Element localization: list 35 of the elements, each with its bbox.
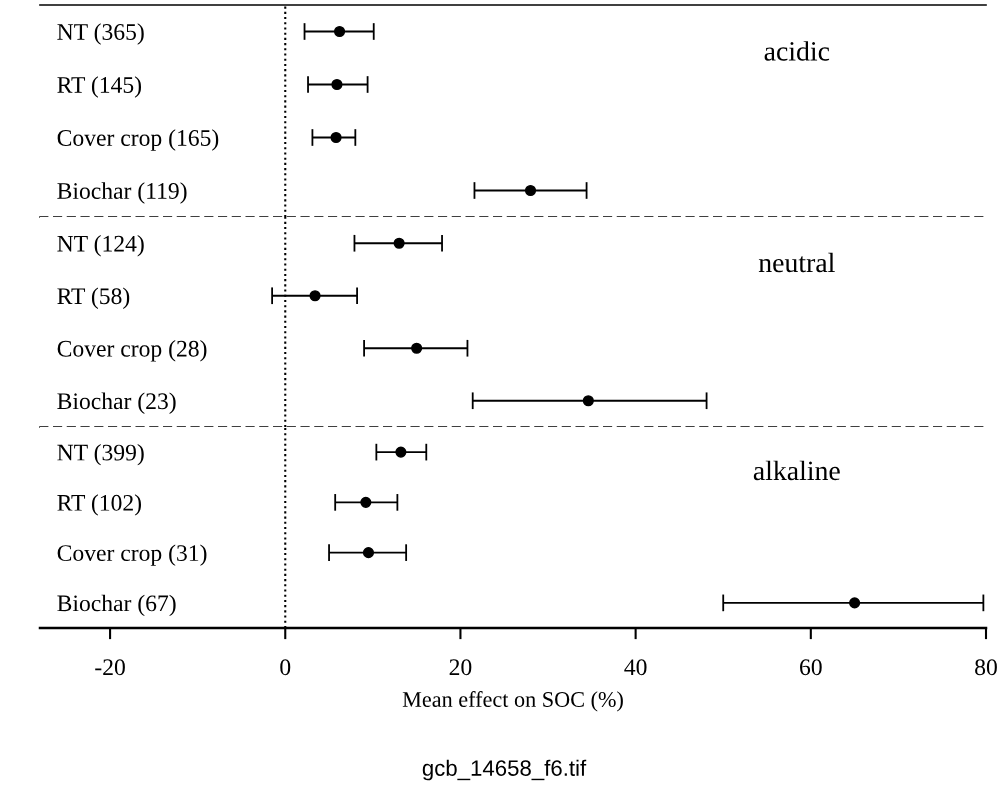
annotation: neutral [758, 252, 835, 273]
point [582, 395, 594, 407]
y-tick-label: NT (365) [57, 23, 144, 45]
y-tick-label: NT (399) [57, 443, 144, 466]
point [849, 597, 861, 609]
x-axis-title: Mean effect on SOC (%) [402, 691, 623, 712]
point [334, 25, 346, 38]
point [393, 237, 405, 249]
point [524, 184, 537, 197]
point [331, 78, 343, 91]
point [411, 342, 423, 354]
point [330, 131, 342, 144]
x-tick-label: 40 [624, 659, 647, 676]
y-tick-label: RT (145) [57, 76, 142, 98]
point [360, 496, 372, 508]
text: gcb_14658_f6.tif [422, 759, 587, 781]
y-tick-label: Biochar (119) [57, 182, 187, 204]
y-tick-label: RT (58) [57, 287, 130, 309]
y-tick-label: Cover crop (28) [57, 340, 207, 362]
x-tick-label: 0 [280, 659, 291, 676]
point [395, 446, 407, 458]
point [362, 547, 375, 559]
point [309, 290, 321, 302]
annotation: alkaline [753, 460, 840, 481]
y-tick-label: Biochar (23) [57, 392, 176, 414]
annotation: acidic [764, 41, 830, 61]
y-tick-label: Cover crop (165) [57, 129, 219, 151]
y-tick-label: RT (102) [57, 494, 142, 516]
x-tick-label: -20 [95, 659, 125, 676]
x-tick-label: 20 [449, 659, 472, 676]
y-tick-label: Cover crop (31) [57, 544, 207, 566]
x-tick-label: 60 [800, 659, 822, 676]
y-tick-label: Biochar (67) [57, 594, 176, 617]
x-tick-label: 80 [975, 659, 997, 676]
y-tick-label: NT (124) [57, 235, 144, 257]
